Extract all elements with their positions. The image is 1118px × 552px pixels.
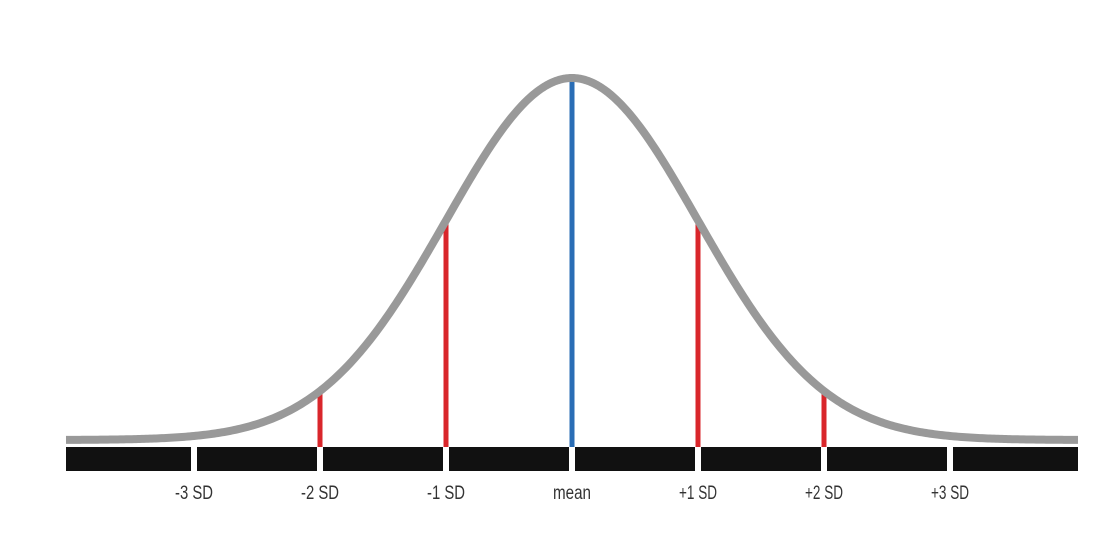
axis-label: +3 SD	[931, 483, 969, 504]
axis-label: mean	[553, 483, 591, 504]
bell-curve	[64, 74, 1080, 444]
axis-label: -1 SD	[427, 483, 465, 504]
axis-label: +2 SD	[805, 483, 843, 504]
tick-gap	[695, 447, 701, 471]
tick-gap	[443, 447, 449, 471]
axis-label: -2 SD	[301, 483, 339, 504]
tick-gap	[821, 447, 827, 471]
tick-gap	[569, 447, 575, 471]
axis-label: +1 SD	[679, 483, 717, 504]
tick-gap	[191, 447, 197, 471]
axis-label: -3 SD	[175, 483, 213, 504]
tick-gap	[947, 447, 953, 471]
tick-gap	[317, 447, 323, 471]
